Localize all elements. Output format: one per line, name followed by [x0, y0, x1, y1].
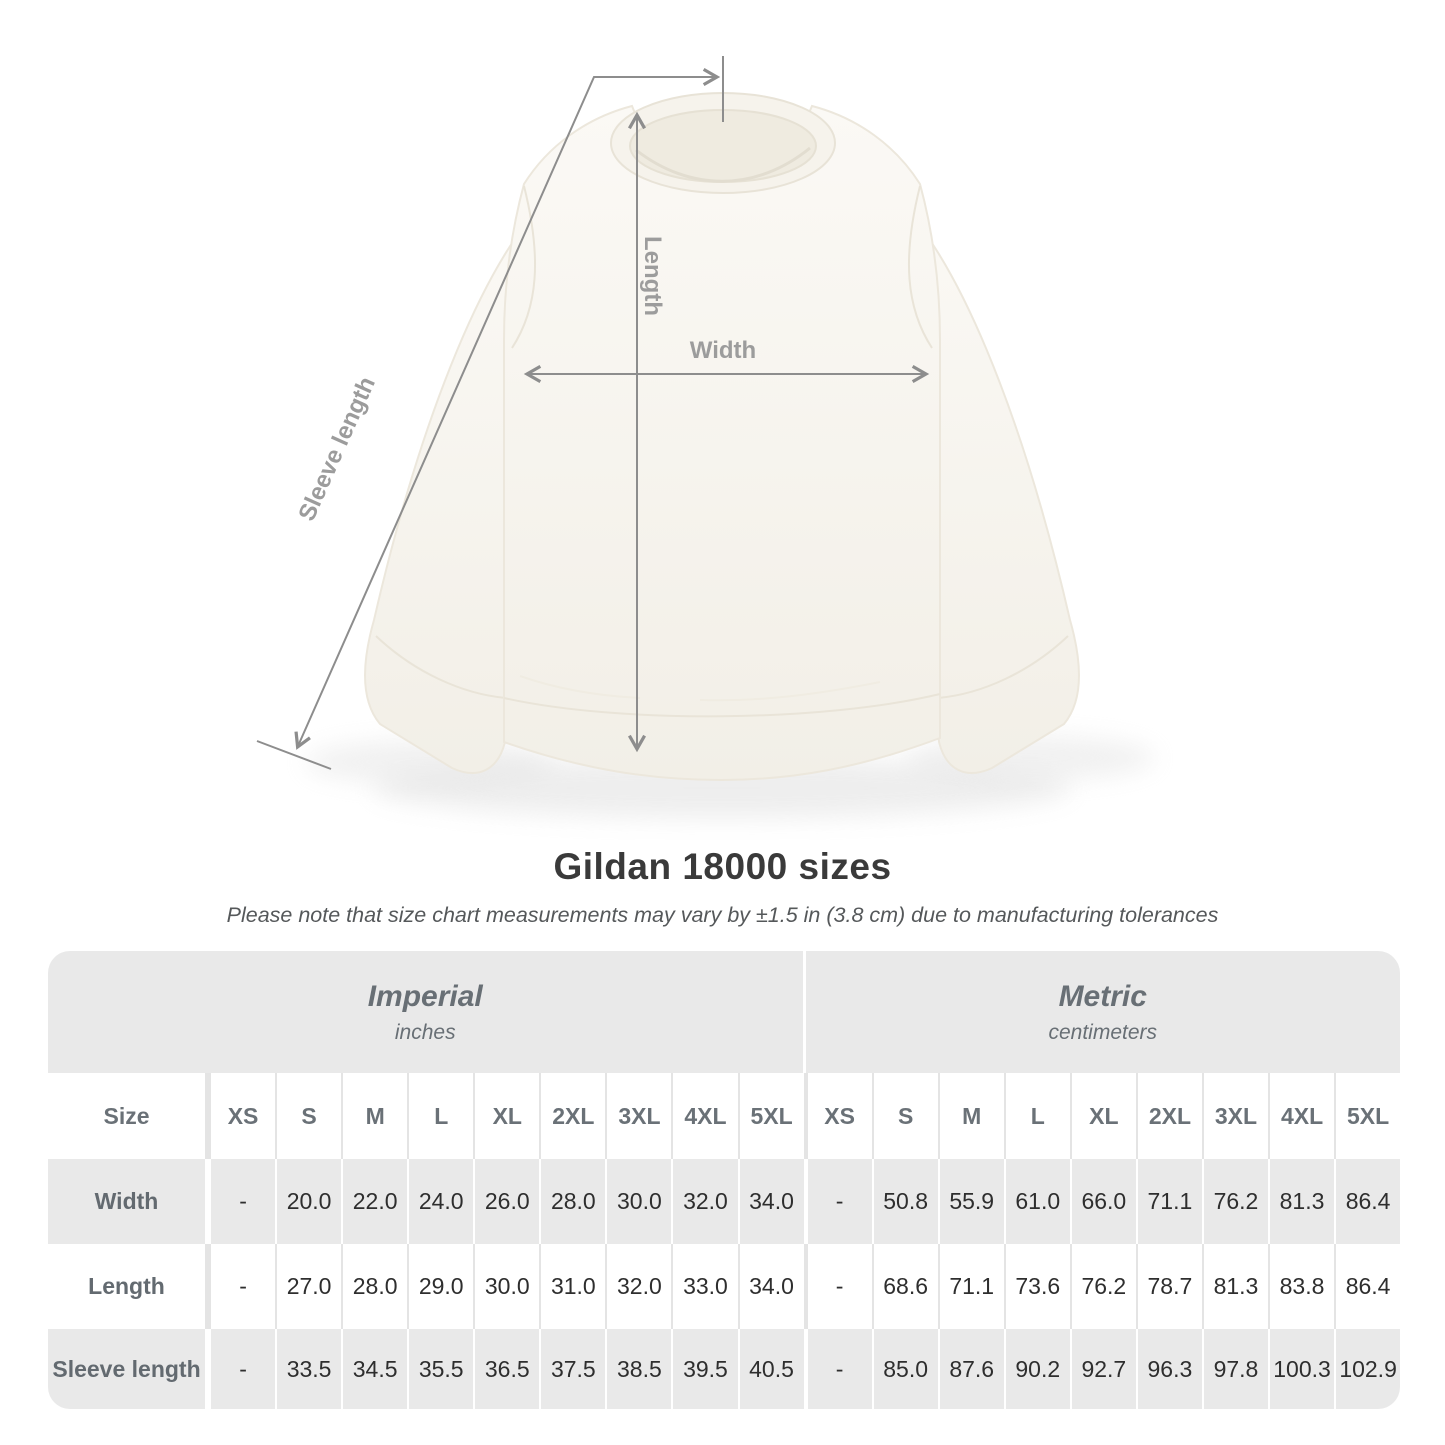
- value-cell: 92.7: [1069, 1329, 1136, 1409]
- value-cell: 55.9: [937, 1159, 1004, 1244]
- value-cell: -: [205, 1244, 275, 1329]
- value-cell: 33.0: [671, 1244, 737, 1329]
- value-cell: 35.5: [407, 1329, 473, 1409]
- size-table: Imperial inches Metric centimeters Size …: [48, 951, 1400, 1409]
- col-header: 4XL: [1268, 1073, 1334, 1159]
- row-label: Length: [88, 1273, 165, 1299]
- unit-group-imperial: Imperial inches: [48, 951, 803, 1073]
- col-header: 5XL: [737, 1073, 804, 1159]
- value-cell: 102.9: [1334, 1329, 1400, 1409]
- row-label: Sleeve length: [52, 1355, 201, 1382]
- col-header: S: [275, 1073, 341, 1159]
- metric-label: Metric: [1058, 979, 1147, 1013]
- col-header: 3XL: [605, 1073, 671, 1159]
- value-cell: 50.8: [871, 1159, 938, 1244]
- value-cell: 36.5: [473, 1329, 539, 1409]
- sleeve-length-label: Sleeve length: [293, 373, 381, 525]
- value-cell: 76.2: [1069, 1244, 1136, 1329]
- col-header: L: [1003, 1073, 1070, 1159]
- value-cell: 90.2: [1003, 1329, 1070, 1409]
- value-cell: 86.4: [1334, 1159, 1400, 1244]
- units-header-row: Imperial inches Metric centimeters: [48, 951, 1400, 1073]
- value-cell: -: [803, 1329, 872, 1409]
- value-cell: 71.1: [937, 1244, 1004, 1329]
- col-header: L: [407, 1073, 473, 1159]
- col-header: XS: [803, 1073, 872, 1159]
- body-panel: [503, 104, 941, 782]
- cuff-tick: [256, 740, 332, 770]
- value-cell: -: [803, 1159, 872, 1244]
- value-cell: 38.5: [605, 1329, 671, 1409]
- col-header: 3XL: [1201, 1073, 1268, 1159]
- value-cell: 37.5: [539, 1329, 605, 1409]
- sweatshirt-illustration: Width Length Sleeve length: [256, 56, 1155, 818]
- value-cell: 96.3: [1135, 1329, 1202, 1409]
- value-cell: 78.7: [1135, 1244, 1202, 1329]
- col-header: M: [341, 1073, 407, 1159]
- measurement-lines: [256, 56, 930, 770]
- col-header: XL: [473, 1073, 539, 1159]
- value-cell: 32.0: [605, 1244, 671, 1329]
- value-cell: 34.5: [341, 1329, 407, 1409]
- table-row-width: Width - 20.0 22.0 24.0 26.0 28.0 30.0 32…: [48, 1159, 1400, 1244]
- row-label: Width: [94, 1188, 159, 1214]
- value-cell: 100.3: [1268, 1329, 1334, 1409]
- value-cell: 68.6: [871, 1244, 938, 1329]
- col-header: 5XL: [1334, 1073, 1400, 1159]
- value-cell: 28.0: [341, 1244, 407, 1329]
- col-header: 2XL: [1135, 1073, 1202, 1159]
- value-cell: 73.6: [1003, 1244, 1070, 1329]
- value-cell: 76.2: [1201, 1159, 1268, 1244]
- value-cell: -: [803, 1244, 872, 1329]
- value-cell: 81.3: [1201, 1244, 1268, 1329]
- value-cell: 61.0: [1003, 1159, 1070, 1244]
- size-corner-header: Size: [103, 1102, 150, 1129]
- value-cell: 40.5: [737, 1329, 804, 1409]
- tolerance-note: Please note that size chart measurements…: [226, 903, 1219, 927]
- value-cell: 87.6: [937, 1329, 1004, 1409]
- value-cell: 86.4: [1334, 1244, 1400, 1329]
- col-header: M: [937, 1073, 1004, 1159]
- metric-units: centimeters: [1048, 1020, 1158, 1044]
- value-cell: -: [205, 1159, 275, 1244]
- value-cell: 29.0: [407, 1244, 473, 1329]
- col-header: XS: [205, 1073, 275, 1159]
- value-cell: 22.0: [341, 1159, 407, 1244]
- value-cell: 30.0: [473, 1244, 539, 1329]
- length-label: Length: [639, 236, 666, 316]
- value-cell: 83.8: [1268, 1244, 1334, 1329]
- sleeve-arrow: [294, 67, 721, 750]
- page-title: Gildan 18000 sizes: [553, 846, 892, 887]
- value-cell: 26.0: [473, 1159, 539, 1244]
- value-cell: 97.8: [1201, 1329, 1268, 1409]
- value-cell: 34.0: [737, 1244, 804, 1329]
- col-header: 2XL: [539, 1073, 605, 1159]
- imperial-label: Imperial: [367, 979, 483, 1013]
- col-header: S: [871, 1073, 938, 1159]
- unit-group-metric: Metric centimeters: [802, 951, 1401, 1073]
- width-label: Width: [690, 337, 756, 364]
- value-cell: 24.0: [407, 1159, 473, 1244]
- value-cell: 71.1: [1135, 1159, 1202, 1244]
- value-cell: 33.5: [275, 1329, 341, 1409]
- value-cell: 85.0: [871, 1329, 938, 1409]
- value-cell: -: [205, 1329, 275, 1409]
- size-header-row: Size XS S M L XL 2XL 3XL 4XL 5XL XS S M …: [48, 1073, 1400, 1159]
- value-cell: 32.0: [671, 1159, 737, 1244]
- value-cell: 39.5: [671, 1329, 737, 1409]
- value-cell: 20.0: [275, 1159, 341, 1244]
- value-cell: 27.0: [275, 1244, 341, 1329]
- table-row-length: Length - 27.0 28.0 29.0 30.0 31.0 32.0 3…: [48, 1244, 1400, 1329]
- value-cell: 81.3: [1268, 1159, 1334, 1244]
- table-row-sleeve-length: Sleeve length - 33.5 34.5 35.5 36.5 37.5…: [48, 1329, 1400, 1409]
- col-header: XL: [1069, 1073, 1136, 1159]
- value-cell: 28.0: [539, 1159, 605, 1244]
- value-cell: 31.0: [539, 1244, 605, 1329]
- imperial-units: inches: [394, 1020, 456, 1044]
- value-cell: 30.0: [605, 1159, 671, 1244]
- col-header: 4XL: [671, 1073, 737, 1159]
- value-cell: 66.0: [1069, 1159, 1136, 1244]
- value-cell: 34.0: [737, 1159, 804, 1244]
